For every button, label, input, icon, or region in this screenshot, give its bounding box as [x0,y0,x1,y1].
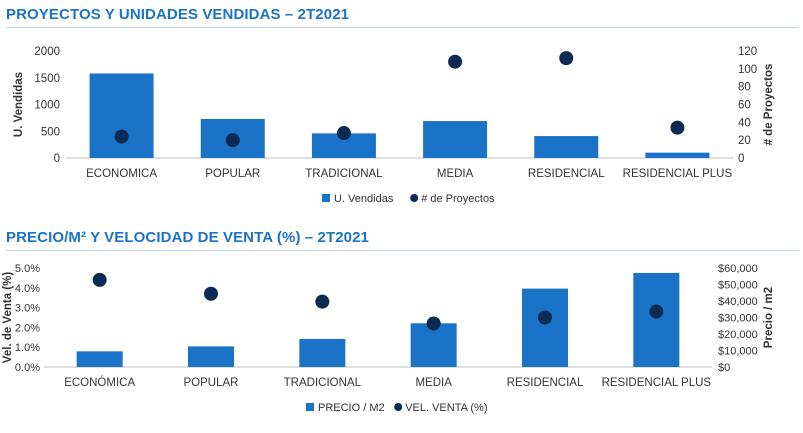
chart1-left-tick-label: 1500 [34,73,60,85]
chart2-category-label: RESIDENCIAL PLUS [602,377,712,389]
chart2-right-tick-label: $10,000 [718,346,758,358]
chart2-right-axis-title: Precio / m2 [763,287,775,348]
chart2-category-label: RESIDENCIAL [507,377,584,389]
chart2-bar [633,272,680,367]
chart2-dot [426,316,441,331]
chart1-dot [225,133,240,148]
chart1-right-tick-label: 120 [738,46,757,58]
chart2-title: PRECIO/M² Y VELOCIDAD DE VENTA (%) – 2T2… [6,229,369,246]
chart2-left-tick-label: 4.0% [15,283,40,295]
chart1-right-tick-label: 80 [738,82,751,94]
chart2-right-tick-label: $20,000 [718,329,758,341]
chart2-category-label: MEDIA [415,377,452,389]
chart2-dot [315,294,330,309]
chart1-category-label: ECONOMICA [86,168,157,180]
chart2-left-tick-label: 0.0% [15,362,40,374]
chart1-category-label: MEDIA [437,168,474,180]
chart1-bar [645,152,710,158]
chart1-left-tick-label: 0 [54,153,60,165]
chart2-left-tick-label: 1.0% [15,342,40,354]
chart1-right-tick-label: 60 [738,100,751,112]
chart2-right-tick-label: $60,000 [718,263,758,275]
chart1-category-label: TRADICIONAL [305,168,383,180]
chart1-dot [670,120,685,135]
chart2-legend-dot-label: VEL. VENTA (%) [405,402,487,414]
chart2-legend-dot-swatch [394,403,403,411]
chart1-right-tick-label: 20 [738,135,751,147]
chart1-legend-dot-swatch [410,194,419,202]
chart1-legend-bar-swatch [322,194,330,202]
chart1-title-rule [6,27,799,28]
chart1-right-tick-label: 0 [738,153,744,165]
chart2-bar [410,323,457,367]
chart2-left-axis-title: Vel. de Venta (%) [2,272,14,364]
chart2-category-label: TRADICIONAL [284,377,362,389]
chart2-bar [299,338,346,367]
chart2-bar [522,288,568,367]
chart2-dot [92,272,107,287]
chart2-category-label: ECONÓMICA [64,376,135,389]
chart2-left-tick-label: 5.0% [15,263,40,275]
chart1-category-label: RESIDENCIAL [528,168,605,180]
chart1-category-label: RESIDENCIAL PLUS [623,168,733,180]
chart1-legend-dot-label: # de Proyectos [421,193,495,205]
chart2-category-label: POPULAR [184,377,239,389]
chart2-title-rule [6,250,799,251]
chart1-title: PROYECTOS Y UNIDADES VENDIDAS – 2T2021 [6,6,350,23]
chart2-bar [188,346,234,367]
chart2-left-tick-label: 2.0% [15,322,40,334]
chart1-category-label: POPULAR [205,168,260,180]
chart2-left-tick-label: 3.0% [15,303,40,315]
chart1-bar [534,136,599,158]
chart1-left-tick-label: 1000 [34,100,60,112]
chart1-dot [448,54,463,69]
chart2-right-tick-label: $0 [718,362,730,374]
chart2-legend-bar-label: PRECIO / M2 [318,402,385,414]
chart1-dot [559,51,574,66]
chart2-legend-bar-swatch [306,403,314,411]
chart1-bar [423,121,488,158]
chart2-right-tick-label: $50,000 [718,280,758,292]
chart1-left-tick-label: 500 [41,126,60,138]
chart1-dot [336,126,351,141]
chart2-dot [204,286,218,301]
chart2-right-tick-label: $30,000 [718,313,758,325]
chart1-right-axis-title: # de Proyectos [763,64,775,146]
chart1-right-tick-label: 100 [738,64,757,76]
chart1-legend-bar-label: U. Vendidas [334,193,394,205]
chart2-dot [538,310,552,325]
chart1-left-tick-label: 2000 [34,46,60,58]
chart2-bar [76,351,123,367]
chart2-right-tick-label: $40,000 [718,296,758,308]
chart2-dot [649,304,664,319]
chart1-bar [89,73,154,158]
chart1-dot [114,129,129,144]
chart1-right-tick-label: 40 [738,117,751,129]
chart1-left-axis-title: U. Vendidas [13,72,25,137]
